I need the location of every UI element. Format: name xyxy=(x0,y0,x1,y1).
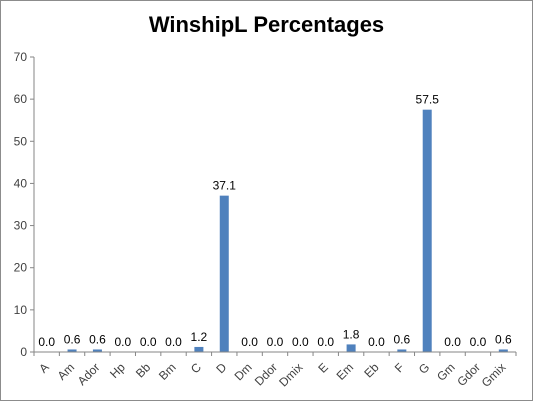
bar-G xyxy=(422,109,432,352)
data-labels: 0.0 0.6 0.6 0.0 0.0 0.0 1.2 37.1 0.0 0.0 0.0 0.0 1.8… xyxy=(38,93,512,349)
data-label-D: 37.1 xyxy=(213,179,237,193)
data-label-Gdor: 0.0 xyxy=(470,335,487,349)
bar-Ador xyxy=(92,349,102,352)
data-label-Am: 0.6 xyxy=(64,332,81,346)
axes xyxy=(30,56,517,356)
y-tick-label: 60 xyxy=(14,92,28,106)
x-tick-label-Bb: Bb xyxy=(133,360,154,381)
bar-C xyxy=(194,346,204,352)
bars xyxy=(67,109,508,352)
x-tick-label-F: F xyxy=(392,360,407,375)
data-label-F: 0.6 xyxy=(393,332,410,346)
data-label-Eb: 0.0 xyxy=(368,335,385,349)
x-tick-label-Bm: Bm xyxy=(156,360,179,383)
x-tick-label-E: E xyxy=(315,360,331,376)
bar-Em xyxy=(346,344,356,352)
bar-D xyxy=(219,195,229,352)
bar-Am xyxy=(67,349,77,352)
data-label-Hp: 0.0 xyxy=(114,335,131,349)
data-label-Em: 1.8 xyxy=(343,327,360,341)
x-tick-label-Ddor: Ddor xyxy=(252,360,280,388)
bar-Gmix xyxy=(498,349,508,352)
y-tick-label: 10 xyxy=(14,303,28,317)
x-tick-label-G: G xyxy=(416,360,433,377)
bar-F xyxy=(397,349,407,352)
y-tick-label: 50 xyxy=(14,134,28,148)
y-tick-label: 0 xyxy=(20,345,27,359)
data-label-Ador: 0.6 xyxy=(89,332,106,346)
data-label-Gmix: 0.6 xyxy=(495,332,512,346)
x-tick-label-Hp: Hp xyxy=(107,360,128,381)
x-tick-label-Em: Em xyxy=(334,360,357,383)
x-tick-label-Gmix: Gmix xyxy=(479,360,509,390)
data-label-G: 57.5 xyxy=(416,93,440,107)
data-label-Dmix: 0.0 xyxy=(292,335,309,349)
x-tick-label-Dm: Dm xyxy=(232,360,255,383)
data-label-Bm: 0.0 xyxy=(165,335,182,349)
x-tick-label-Dmix: Dmix xyxy=(276,360,305,389)
data-label-C: 1.2 xyxy=(191,330,208,344)
x-tick-label-Ador: Ador xyxy=(75,360,103,388)
data-label-E: 0.0 xyxy=(317,335,334,349)
y-tick-label: 30 xyxy=(14,219,28,233)
data-label-Dm: 0.0 xyxy=(241,335,258,349)
x-tick-label-Eb: Eb xyxy=(361,360,382,381)
chart-title: WinshipL Percentages xyxy=(148,12,385,37)
data-label-Gm: 0.0 xyxy=(444,335,461,349)
x-tick-label-Am: Am xyxy=(55,360,78,383)
data-label-A: 0.0 xyxy=(38,335,55,349)
x-tick-label-A: A xyxy=(36,360,52,376)
x-tick-label-D: D xyxy=(213,360,229,376)
x-tick-label-C: C xyxy=(188,360,204,376)
y-axis-ticks: 0 10 20 30 40 50 60 70 xyxy=(14,50,28,359)
y-tick-label: 40 xyxy=(14,176,28,190)
x-tick-label-Gdor: Gdor xyxy=(454,360,483,389)
y-tick-label: 20 xyxy=(14,261,28,275)
data-label-Bb: 0.0 xyxy=(140,335,157,349)
data-label-Ddor: 0.0 xyxy=(267,335,284,349)
y-tick-label: 70 xyxy=(14,50,28,64)
